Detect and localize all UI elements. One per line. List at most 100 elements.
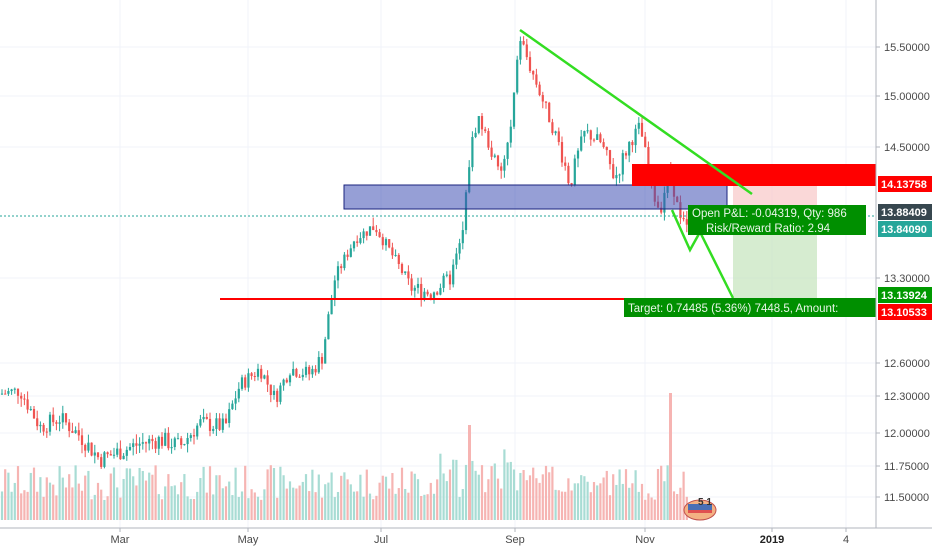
candle-body [608, 150, 612, 165]
candle-body [343, 254, 346, 269]
volume-bar [96, 482, 100, 520]
x-tick-label: 2019 [760, 534, 784, 546]
volume-bar [644, 499, 647, 520]
y-tick-label: 12.00000 [884, 428, 930, 440]
volume-bar [471, 460, 474, 520]
volume-bar [7, 472, 10, 520]
resistance-zone[interactable] [343, 184, 728, 210]
price-badge [878, 204, 932, 220]
candle-body [48, 414, 52, 432]
volume-bar [480, 465, 484, 520]
candle-body [445, 274, 448, 276]
volume-bar [282, 475, 285, 520]
volume-bar [52, 484, 55, 520]
candle-body [7, 391, 10, 394]
volume-bar [279, 466, 282, 520]
candle-body [180, 438, 183, 446]
volume-bar [541, 474, 544, 520]
x-axis[interactable]: Mar May Jul Sep Nov 2019 4 [111, 528, 850, 546]
candle-body [538, 84, 541, 96]
volume-bar [676, 494, 679, 520]
candle-body [682, 218, 685, 220]
candle-body [119, 448, 122, 460]
volume-bar [36, 491, 39, 520]
volume-bar [132, 476, 135, 520]
candle-body [42, 424, 45, 432]
volume-bar [212, 494, 215, 520]
volume-bar [372, 499, 375, 520]
price-badges: 14.13758 13.88409 13.84090 13.13924 13.10533 [878, 176, 932, 320]
volume-bar [122, 478, 125, 520]
volume-bar [77, 483, 80, 520]
candle-body [461, 230, 464, 244]
candle-body [455, 253, 458, 265]
candle-body [269, 384, 272, 396]
volume-bar [64, 487, 68, 520]
volume-bar [256, 496, 260, 520]
candle-body [618, 174, 621, 176]
candle-body [183, 444, 186, 446]
candle-body [612, 164, 615, 179]
candle-body [474, 132, 477, 137]
candle-body [340, 266, 343, 269]
volume-bars [0, 393, 688, 520]
volume-bar [650, 497, 653, 520]
volume-bar [445, 481, 448, 520]
candle-body [84, 444, 87, 451]
candle-body [237, 388, 240, 399]
candle-body [298, 376, 301, 378]
volume-bar [621, 483, 624, 520]
candle-body [548, 102, 551, 123]
candle-body [64, 413, 68, 423]
candle-body [45, 431, 48, 433]
x-tick-label: May [238, 534, 259, 546]
volume-bar [592, 482, 596, 520]
candle-body [602, 142, 605, 148]
volume-bar [93, 494, 96, 520]
volume-bar [404, 488, 407, 520]
candle-body [324, 339, 327, 364]
volume-bar [106, 496, 109, 520]
candle-body [260, 368, 263, 379]
candle-body [240, 377, 244, 389]
candle-body [304, 366, 308, 375]
volume-bar [640, 483, 644, 520]
volume-bar [186, 496, 189, 520]
volume-bar [84, 475, 87, 520]
candle-body [106, 452, 109, 455]
volume-bar [567, 478, 570, 520]
volume-bar [589, 492, 592, 520]
volume-bar [42, 496, 45, 520]
candle-body [36, 418, 39, 427]
candle-body [250, 373, 253, 377]
volume-bar [436, 479, 439, 520]
candle-body [80, 435, 84, 445]
volume-bar [13, 482, 16, 520]
volume-bar [160, 499, 164, 520]
volume-bar [669, 393, 672, 520]
candle-body [685, 219, 688, 225]
candle-body [429, 294, 432, 298]
volume-bar [538, 482, 541, 520]
candle-body [589, 130, 592, 140]
y-axis[interactable]: 15.50000 15.00000 14.50000 13.30000 12.60000… [876, 42, 930, 504]
candle-body [279, 385, 282, 402]
volume-bar [484, 492, 487, 520]
volume-bar [532, 467, 535, 520]
candle-body [541, 95, 544, 102]
volume-bar [682, 471, 685, 520]
trendlines[interactable] [519, 28, 753, 299]
price-badge [878, 176, 932, 192]
volume-bar [202, 466, 205, 520]
stop-loss-zone [733, 186, 817, 208]
volume-bar [455, 459, 458, 520]
candle-body [141, 442, 144, 444]
volume-bar [663, 481, 666, 520]
volume-bar [535, 478, 538, 520]
candle-body [122, 455, 125, 460]
candle-body [346, 254, 349, 257]
candle-body [164, 432, 167, 446]
candle-body [372, 226, 375, 231]
candle-body [16, 388, 20, 396]
